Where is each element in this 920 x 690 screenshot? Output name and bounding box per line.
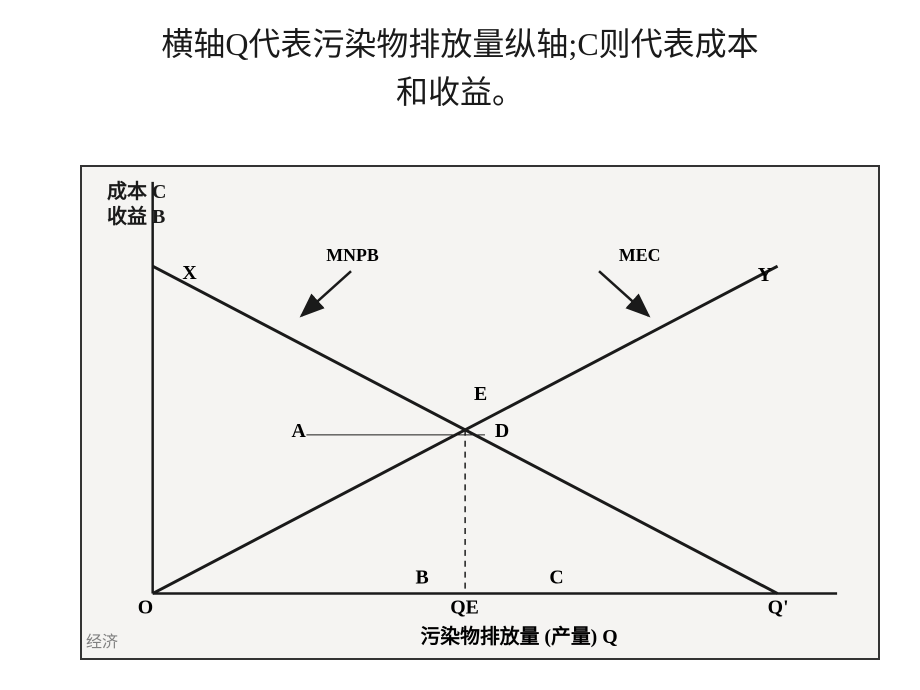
x-axis-label: 污染物排放量 (产量) Q	[420, 625, 617, 648]
chart-container: 成本 C 收益 B MNPB MEC O X Y A E D	[80, 165, 880, 660]
point-e: E	[474, 383, 487, 405]
y-axis-label-benefit: 收益 B	[107, 200, 165, 229]
mnpb-arrow	[301, 271, 351, 316]
point-c: C	[549, 567, 563, 589]
title-line-1: 横轴Q代表污染物排放量纵轴;C则代表成本	[0, 20, 920, 68]
point-b: B	[416, 567, 429, 589]
title-line-2: 和收益。	[0, 68, 920, 116]
chart-svg: MNPB MEC O X Y A E D B C QE Q' 污染物排放量 (产…	[82, 167, 878, 658]
mec-label: MEC	[619, 245, 661, 265]
point-o: O	[138, 596, 153, 618]
point-x: X	[182, 262, 197, 284]
point-a: A	[292, 420, 307, 442]
mnpb-label: MNPB	[326, 245, 379, 265]
point-d: D	[495, 420, 509, 442]
title-area: 横轴Q代表污染物排放量纵轴;C则代表成本 和收益。	[0, 0, 920, 116]
point-qprime: Q'	[768, 596, 789, 618]
point-y: Y	[758, 264, 772, 286]
point-qe: QE	[450, 596, 479, 618]
footer-text: 经济	[86, 628, 118, 652]
mec-arrow	[599, 271, 649, 316]
